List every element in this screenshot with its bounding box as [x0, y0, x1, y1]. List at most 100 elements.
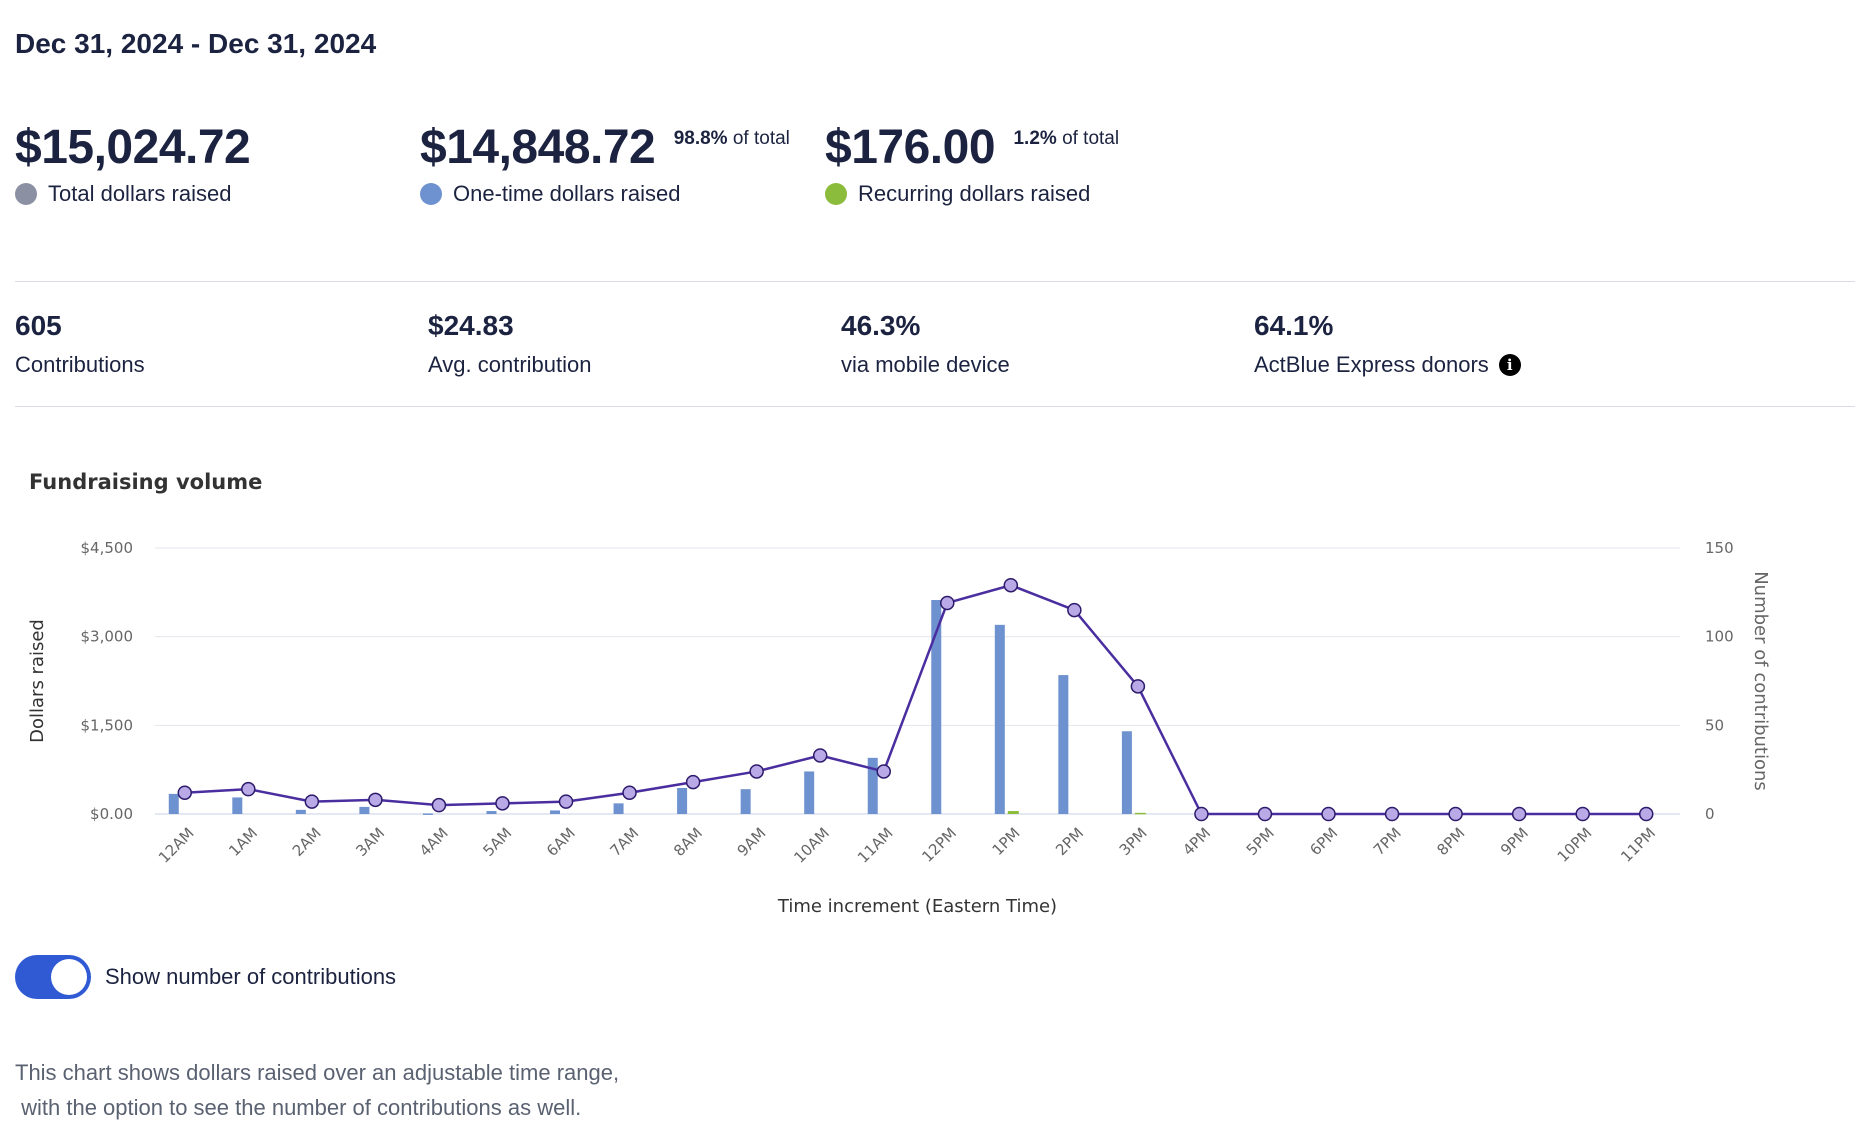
one-time-legend-dot	[420, 183, 442, 205]
contributions-point	[1130, 679, 1146, 694]
one-time-bar	[486, 811, 497, 814]
x-tick-label: 8PM	[1433, 824, 1468, 859]
stat-value: 64.1%	[1254, 310, 1334, 341]
stat-label: Contributions	[15, 352, 145, 377]
divider-bottom	[15, 406, 1855, 407]
totals-summary: $15,024.72 Total dollars raised $14,848.…	[15, 120, 1855, 220]
contributions-point	[1511, 806, 1527, 822]
stat-label: ActBlue Express donors i	[1254, 352, 1521, 378]
x-tick-label: 2PM	[1052, 824, 1087, 859]
contributions-point	[940, 595, 955, 611]
stat-avg-contribution: $24.83 Avg. contribution	[428, 310, 591, 378]
one-time-dollars-block: $14,848.72 98.8% of total One-time dolla…	[420, 120, 790, 207]
contributions-point	[304, 794, 320, 809]
toggle-label: Show number of contributions	[105, 964, 397, 989]
y2-tick-label: 50	[1705, 716, 1724, 734]
recurring-dollars-block: $176.00 1.2% of total Recurring dollars …	[825, 120, 1119, 207]
stat-express-donors: 64.1% ActBlue Express donors i	[1254, 310, 1521, 378]
one-time-bar	[677, 787, 688, 814]
stat-value: $24.83	[428, 310, 514, 341]
y-tick-label: $4,500	[81, 539, 134, 557]
contributions-point	[1257, 806, 1273, 822]
x-tick-label: 4PM	[1179, 824, 1214, 859]
contributions-point	[1448, 806, 1463, 822]
one-time-bar	[994, 624, 1005, 814]
stat-value: 46.3%	[841, 310, 921, 341]
contributions-point	[241, 781, 256, 797]
stat-label: Avg. contribution	[428, 352, 592, 377]
x-tick-label: 5PM	[1243, 824, 1278, 859]
x-tick-label: 3AM	[352, 824, 388, 860]
x-tick-label: 12PM	[918, 824, 960, 866]
fundraising-volume-chart: $0.00 $1,500 $3,000 $4,500 0 50 100 150 Dollars …	[27, 539, 1771, 917]
x-tick-label: 7AM	[607, 824, 643, 860]
chart-title: Fundraising volume	[29, 470, 263, 494]
date-range-title: Dec 31, 2024 - Dec 31, 2024	[15, 28, 377, 59]
x-tick-label: 8AM	[670, 824, 706, 860]
one-time-pct: 98.8% of total	[673, 128, 790, 149]
x-tick-label: 1AM	[225, 824, 261, 860]
one-time-bar	[359, 806, 370, 814]
contributions-line	[184, 583, 1647, 816]
y-tick-label: $3,000	[81, 628, 134, 646]
stat-label: via mobile device	[841, 352, 1010, 377]
divider-top	[15, 281, 1855, 282]
recurring-dollars-amount: $176.00	[825, 121, 996, 174]
x-tick-label: 11AM	[854, 824, 897, 867]
total-legend-dot	[15, 183, 37, 205]
x-tick-label: 7PM	[1370, 824, 1405, 859]
one-time-bar	[931, 600, 942, 814]
show-contributions-toggle[interactable]	[15, 955, 91, 999]
one-time-bar	[613, 803, 624, 814]
y-axis-title: Dollars raised	[27, 619, 48, 743]
x-tick-label: 4AM	[416, 824, 452, 860]
x-tick-label: 12AM	[155, 824, 198, 867]
one-time-bar	[295, 809, 306, 814]
one-time-bar	[232, 797, 243, 814]
one-time-bar	[1058, 675, 1069, 814]
contributions-point	[558, 794, 574, 809]
contributions-point	[622, 785, 637, 800]
x-tick-label: 10AM	[790, 824, 833, 867]
y-tick-label: $1,500	[81, 716, 134, 734]
x-tick-label: 11PM	[1617, 824, 1659, 866]
contributions-point	[1384, 806, 1400, 822]
y-tick-label: $0.00	[90, 805, 133, 823]
contributions-point	[1321, 806, 1336, 822]
contributions-toggle-row: Show number of contributions	[15, 955, 396, 999]
one-time-bar	[804, 771, 815, 814]
x-tick-label: 6PM	[1306, 824, 1341, 859]
total-dollars-label: Total dollars raised	[48, 181, 232, 206]
y2-tick-label: 0	[1705, 805, 1715, 823]
contributions-point	[431, 797, 447, 813]
stats-row: 605 Contributions $24.83 Avg. contributi…	[15, 310, 1855, 390]
x-tick-label: 6AM	[543, 824, 579, 860]
chart-caption: This chart shows dollars raised over an …	[15, 1060, 620, 1120]
y2-tick-label: 150	[1705, 539, 1734, 557]
stat-value: 605	[15, 310, 62, 341]
stat-mobile: 46.3% via mobile device	[841, 310, 1010, 378]
one-time-bar	[168, 793, 179, 814]
y2-axis-title: Number of contributions	[1750, 571, 1771, 791]
contributions-point	[1067, 602, 1082, 618]
stat-contributions: 605 Contributions	[15, 310, 145, 378]
one-time-bar	[1121, 731, 1132, 814]
recurring-pct: 1.2% of total	[1013, 128, 1120, 149]
x-axis-title: Time increment (Eastern Time)	[777, 896, 1057, 917]
info-circle-icon[interactable]: i	[1498, 354, 1521, 376]
total-dollars-block: $15,024.72 Total dollars raised	[15, 120, 251, 207]
contributions-point	[1638, 806, 1654, 822]
x-tick-label: 1PM	[989, 824, 1024, 859]
x-tick-label: 10PM	[1554, 824, 1596, 866]
contributions-point	[1003, 577, 1019, 593]
recurring-dollars-label: Recurring dollars raised	[858, 181, 1091, 206]
contributions-point	[876, 764, 891, 779]
y2-tick-label: 100	[1705, 628, 1734, 646]
x-tick-label: 3PM	[1116, 824, 1151, 859]
x-tick-label: 9PM	[1497, 824, 1532, 859]
one-time-bar	[422, 813, 433, 815]
x-tick-label: 9AM	[734, 824, 770, 860]
contributions-point	[368, 792, 383, 808]
contributions-point	[749, 764, 764, 779]
contributions-point	[1194, 806, 1209, 822]
